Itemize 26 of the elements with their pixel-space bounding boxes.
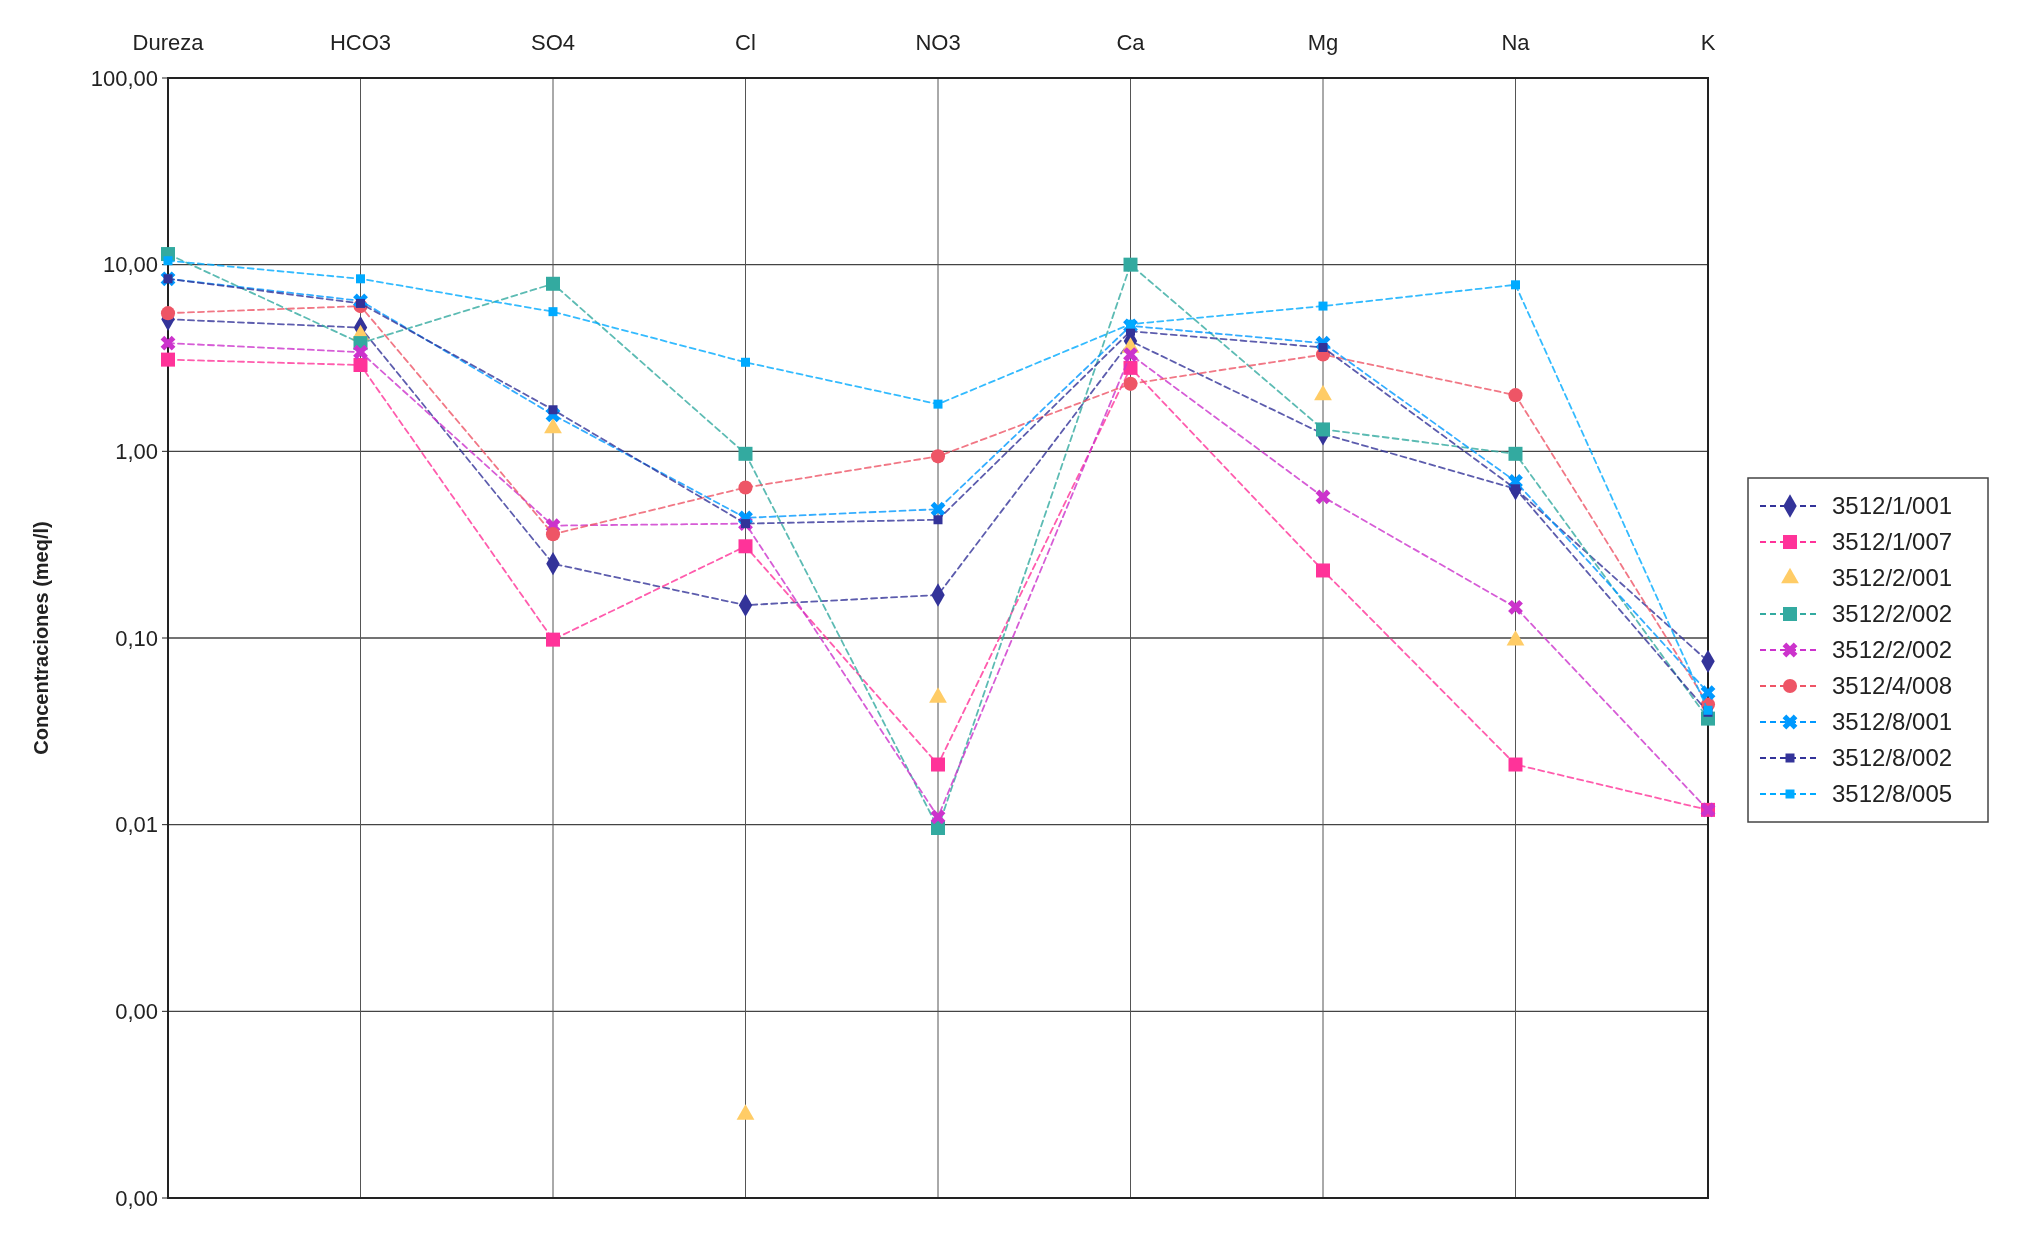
y-tick-label: 0,00 bbox=[115, 1185, 158, 1211]
legend-label: 3512/8/005 bbox=[1832, 780, 1953, 808]
y-tick-label: 0,10 bbox=[115, 625, 158, 651]
legend-label: 3512/8/002 bbox=[1832, 744, 1953, 772]
y-axis-title: Concentraciones (meq/l) bbox=[30, 521, 52, 755]
x-tick-label: Ca bbox=[1116, 30, 1146, 55]
x-tick-label: HCO3 bbox=[329, 30, 392, 55]
legend-label: 3512/4/008 bbox=[1832, 672, 1953, 700]
legend-label: 3512/2/001 bbox=[1832, 564, 1953, 592]
x-tick-label: Mg bbox=[1307, 30, 1339, 55]
x-tick-label: SO4 bbox=[530, 30, 576, 55]
legend-label: 3512/2/002 bbox=[1832, 600, 1953, 628]
x-tick-label: Na bbox=[1501, 30, 1531, 55]
legend-label: 3512/1/001 bbox=[1832, 492, 1953, 520]
y-tick-label: 10,00 bbox=[102, 252, 158, 278]
x-tick-label: K bbox=[1700, 30, 1716, 55]
x-tick-label: NO3 bbox=[915, 30, 961, 55]
legend-label: 3512/8/001 bbox=[1832, 708, 1953, 736]
y-tick-label: 1,00 bbox=[115, 439, 158, 465]
y-tick-label: 0,00 bbox=[115, 999, 158, 1025]
x-tick-label: Cl bbox=[735, 30, 756, 55]
legend-label: 3512/1/007 bbox=[1832, 528, 1953, 556]
legend-label: 3512/2/002 bbox=[1832, 636, 1953, 664]
y-tick-label: 100,00 bbox=[90, 65, 158, 91]
y-tick-label: 0,01 bbox=[115, 812, 158, 838]
x-tick-label: Dureza bbox=[132, 30, 205, 55]
